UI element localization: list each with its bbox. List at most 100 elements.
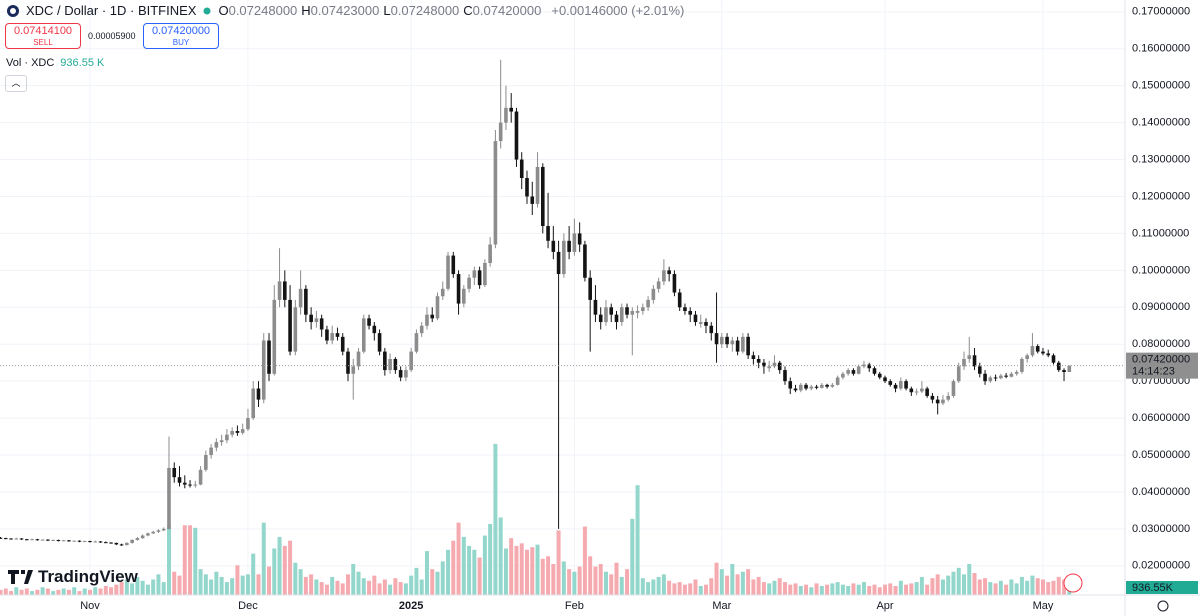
candle-body <box>825 384 829 387</box>
volume-bar <box>677 582 682 595</box>
candle-body <box>614 314 619 323</box>
candle-body <box>683 307 687 311</box>
candle-body <box>204 455 208 470</box>
volume-bar <box>330 576 335 595</box>
volume-bar <box>193 527 198 595</box>
volume-bar <box>661 574 666 595</box>
volume-bar <box>456 522 461 595</box>
volume-bar <box>0 589 3 595</box>
candle-body <box>3 538 8 540</box>
sell-button[interactable]: 0.07414100 SELL <box>5 23 81 49</box>
candle-body <box>130 539 134 543</box>
candle-body <box>351 366 356 374</box>
volume-bar <box>114 584 119 595</box>
candle-body <box>951 381 956 396</box>
last-price-tag <box>1126 352 1198 379</box>
volume-bar <box>419 579 424 595</box>
candle-body <box>61 540 66 542</box>
candle-body <box>525 178 529 197</box>
candle-body <box>409 351 413 371</box>
candle-body <box>414 333 419 352</box>
volume-bar <box>45 588 50 595</box>
buy-label: BUY <box>172 38 190 47</box>
volume-bar <box>1014 583 1019 595</box>
volume-bar <box>514 545 519 595</box>
candles <box>0 59 1072 546</box>
candle-body <box>472 270 477 278</box>
candle-body <box>788 381 793 389</box>
volume-bar <box>935 574 940 595</box>
candle-body <box>304 288 308 315</box>
candle-body <box>261 340 266 400</box>
candle-body <box>720 336 724 345</box>
volume-bar <box>735 574 740 595</box>
candle-body <box>888 381 893 385</box>
volume-bar <box>235 565 240 595</box>
candle-body <box>551 240 556 252</box>
volume-bar <box>467 545 472 595</box>
candle-body <box>398 370 403 378</box>
volume-bar <box>609 574 614 595</box>
volume-bar <box>288 540 293 595</box>
candle-body <box>256 388 261 400</box>
flag-icon <box>1063 573 1083 593</box>
volume-bar <box>704 584 709 595</box>
volume-bar <box>77 591 82 595</box>
candle-body <box>519 159 524 179</box>
candle-body <box>430 314 435 319</box>
candle-body <box>546 226 550 241</box>
volume-bar <box>145 584 150 595</box>
candle-body <box>82 541 87 543</box>
candle-body <box>335 333 340 337</box>
candle-body <box>804 384 808 389</box>
volume-bar <box>1035 578 1040 595</box>
volume-bar <box>424 551 429 595</box>
candle-body <box>604 307 608 323</box>
candle-body <box>309 314 313 323</box>
volume-bar <box>324 584 329 595</box>
candle-body <box>762 362 766 367</box>
candle-body <box>793 388 798 391</box>
volume-bar <box>1062 579 1067 595</box>
candle-body <box>198 469 203 485</box>
candle-body <box>372 325 377 334</box>
candle-body <box>735 340 740 352</box>
volume-bar <box>919 576 924 595</box>
candle-body <box>725 336 729 345</box>
volume-bar <box>503 548 508 595</box>
candle-body <box>272 299 277 374</box>
volume-bar <box>9 591 14 595</box>
candle-body <box>588 277 592 300</box>
candle-body <box>598 314 603 323</box>
candle-body <box>709 325 714 334</box>
logo: TradingView <box>8 567 138 587</box>
candle-body <box>835 377 840 385</box>
candle-body <box>209 447 213 456</box>
volume-bar <box>714 562 719 595</box>
status-dot <box>203 7 211 14</box>
buy-button[interactable]: 0.07420000 BUY <box>143 23 219 49</box>
volume-bar <box>893 585 898 595</box>
volume-bar <box>825 584 830 595</box>
candle-body <box>325 329 329 341</box>
candle-body <box>798 384 803 391</box>
candle-body <box>630 310 635 315</box>
collapse-button[interactable]: ︿ <box>5 75 27 92</box>
candle-body <box>756 358 761 363</box>
volume-bar <box>267 566 272 595</box>
volume-bar <box>819 585 824 595</box>
candle-body <box>977 366 982 374</box>
x-tick-label: May <box>1033 600 1054 612</box>
candle-body <box>267 340 271 374</box>
candle-body <box>746 336 750 356</box>
volume-bar <box>14 587 19 595</box>
candle-body <box>51 539 55 541</box>
candle-body <box>477 270 482 286</box>
candle-body <box>909 388 914 393</box>
candle-body <box>820 384 824 388</box>
volume-bar <box>66 589 71 595</box>
volume-bar <box>130 583 135 595</box>
volume-bar <box>972 573 977 595</box>
volume-bar <box>451 540 456 595</box>
